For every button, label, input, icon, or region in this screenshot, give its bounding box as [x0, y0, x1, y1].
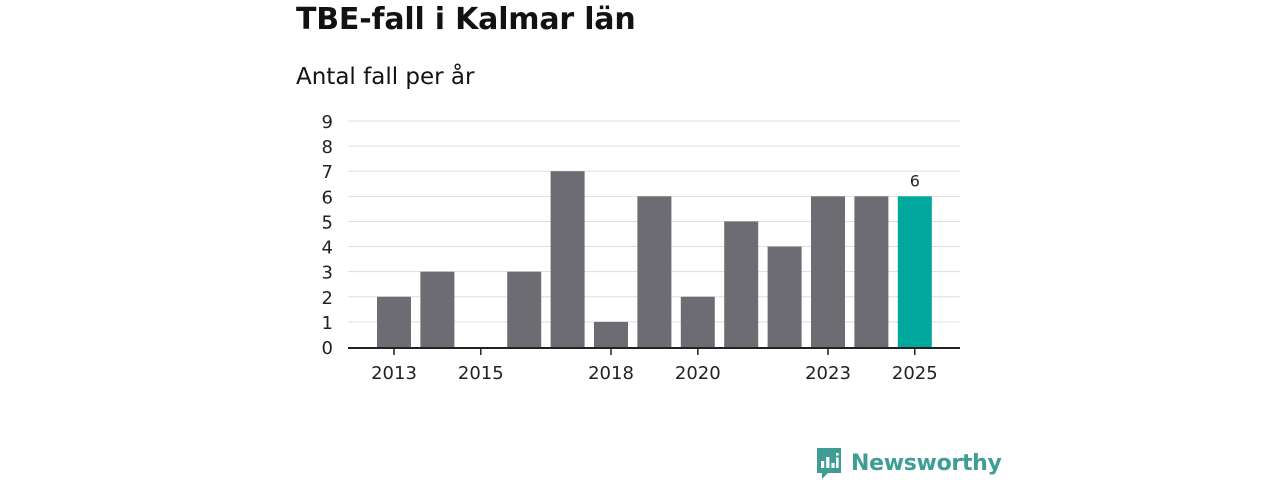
- x-tick-label: 2013: [371, 363, 417, 384]
- data-label: 6: [910, 171, 920, 190]
- bar: [724, 221, 759, 347]
- x-tick-label: 2018: [588, 363, 634, 384]
- bar: [507, 271, 542, 347]
- y-tick-label: 0: [322, 338, 333, 359]
- y-tick-label: 7: [322, 162, 333, 183]
- x-tick-label: 2020: [675, 363, 721, 384]
- chart-subtitle: Antal fall per år: [296, 64, 475, 90]
- y-tick-label: 6: [322, 187, 333, 208]
- bar: [637, 196, 672, 347]
- bar: [680, 296, 715, 347]
- newsworthy-logo-icon: [817, 448, 841, 479]
- x-tick-label: 2015: [458, 363, 504, 384]
- y-tick-label: 1: [322, 313, 333, 334]
- bar: [854, 196, 889, 347]
- y-tick-label: 5: [322, 212, 333, 233]
- x-tick-label: 2025: [892, 363, 938, 384]
- bar: [594, 321, 628, 347]
- bar: [420, 271, 455, 347]
- bar: [811, 196, 845, 347]
- chart-title: TBE-fall i Kalmar län: [296, 2, 636, 37]
- y-tick-label: 2: [322, 288, 333, 309]
- bar: [897, 196, 932, 347]
- bar: [767, 246, 802, 347]
- y-tick-label: 9: [322, 112, 333, 133]
- bar: [550, 171, 585, 347]
- newsworthy-wordmark: Newsworthy: [851, 450, 1002, 476]
- y-tick-label: 8: [322, 137, 333, 158]
- x-tick-label: 2023: [805, 363, 851, 384]
- y-tick-label: 4: [322, 238, 333, 259]
- newsworthy-logo: Newsworthy: [815, 446, 1002, 480]
- y-tick-label: 3: [322, 263, 333, 284]
- bar: [377, 296, 411, 347]
